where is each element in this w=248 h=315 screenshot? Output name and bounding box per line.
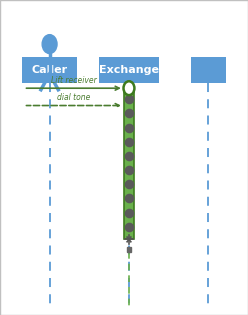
Text: Exchange: Exchange: [99, 65, 159, 75]
Text: dial tone: dial tone: [57, 93, 90, 102]
Circle shape: [42, 35, 57, 54]
Point: [127, 210, 131, 215]
Point: [127, 182, 131, 187]
Point: [127, 111, 131, 116]
Point: [127, 196, 131, 201]
Point: [127, 139, 131, 144]
Circle shape: [124, 81, 134, 95]
FancyBboxPatch shape: [99, 57, 159, 83]
FancyBboxPatch shape: [191, 57, 226, 83]
Point: [127, 97, 131, 102]
FancyBboxPatch shape: [124, 88, 134, 239]
Text: Caller: Caller: [31, 65, 68, 75]
Point: [127, 224, 131, 229]
Text: Lift receiver: Lift receiver: [51, 76, 96, 85]
FancyBboxPatch shape: [22, 57, 77, 83]
Point: [127, 168, 131, 173]
Point: [127, 153, 131, 158]
FancyBboxPatch shape: [127, 247, 131, 252]
Point: [127, 125, 131, 130]
